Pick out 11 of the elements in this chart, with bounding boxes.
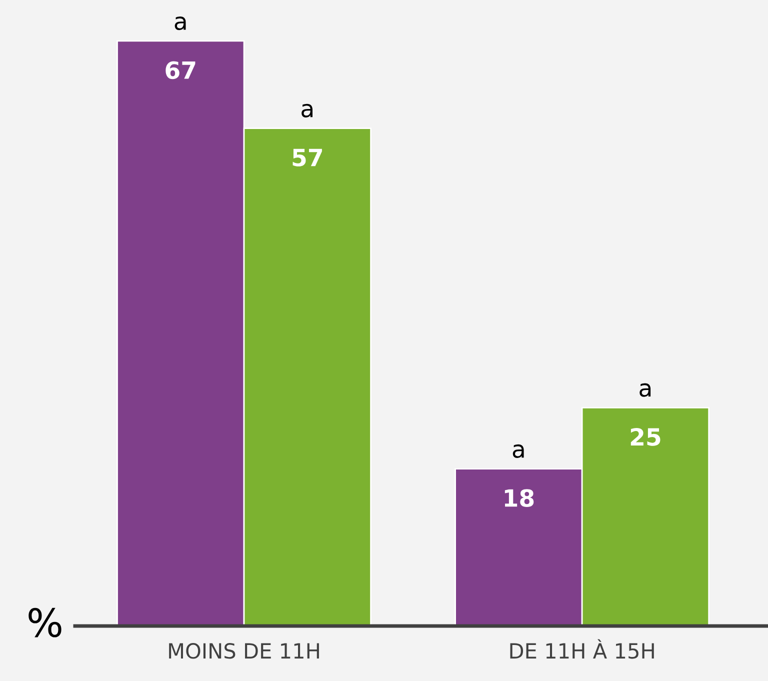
x-tick-label: MOINS DE 11H <box>169 643 319 659</box>
data-label: 57 <box>292 148 322 166</box>
data-label: 25 <box>630 428 660 446</box>
annotation: a <box>174 16 186 30</box>
annotation: a <box>302 104 312 118</box>
data-label: 67 <box>166 61 196 80</box>
x-tick-label: DE 11H À 15H <box>510 639 654 659</box>
data-label: 18 <box>504 489 534 507</box>
annotation: a <box>640 383 651 397</box>
annotation: a <box>512 444 524 458</box>
y-axis-title: % <box>28 608 62 638</box>
